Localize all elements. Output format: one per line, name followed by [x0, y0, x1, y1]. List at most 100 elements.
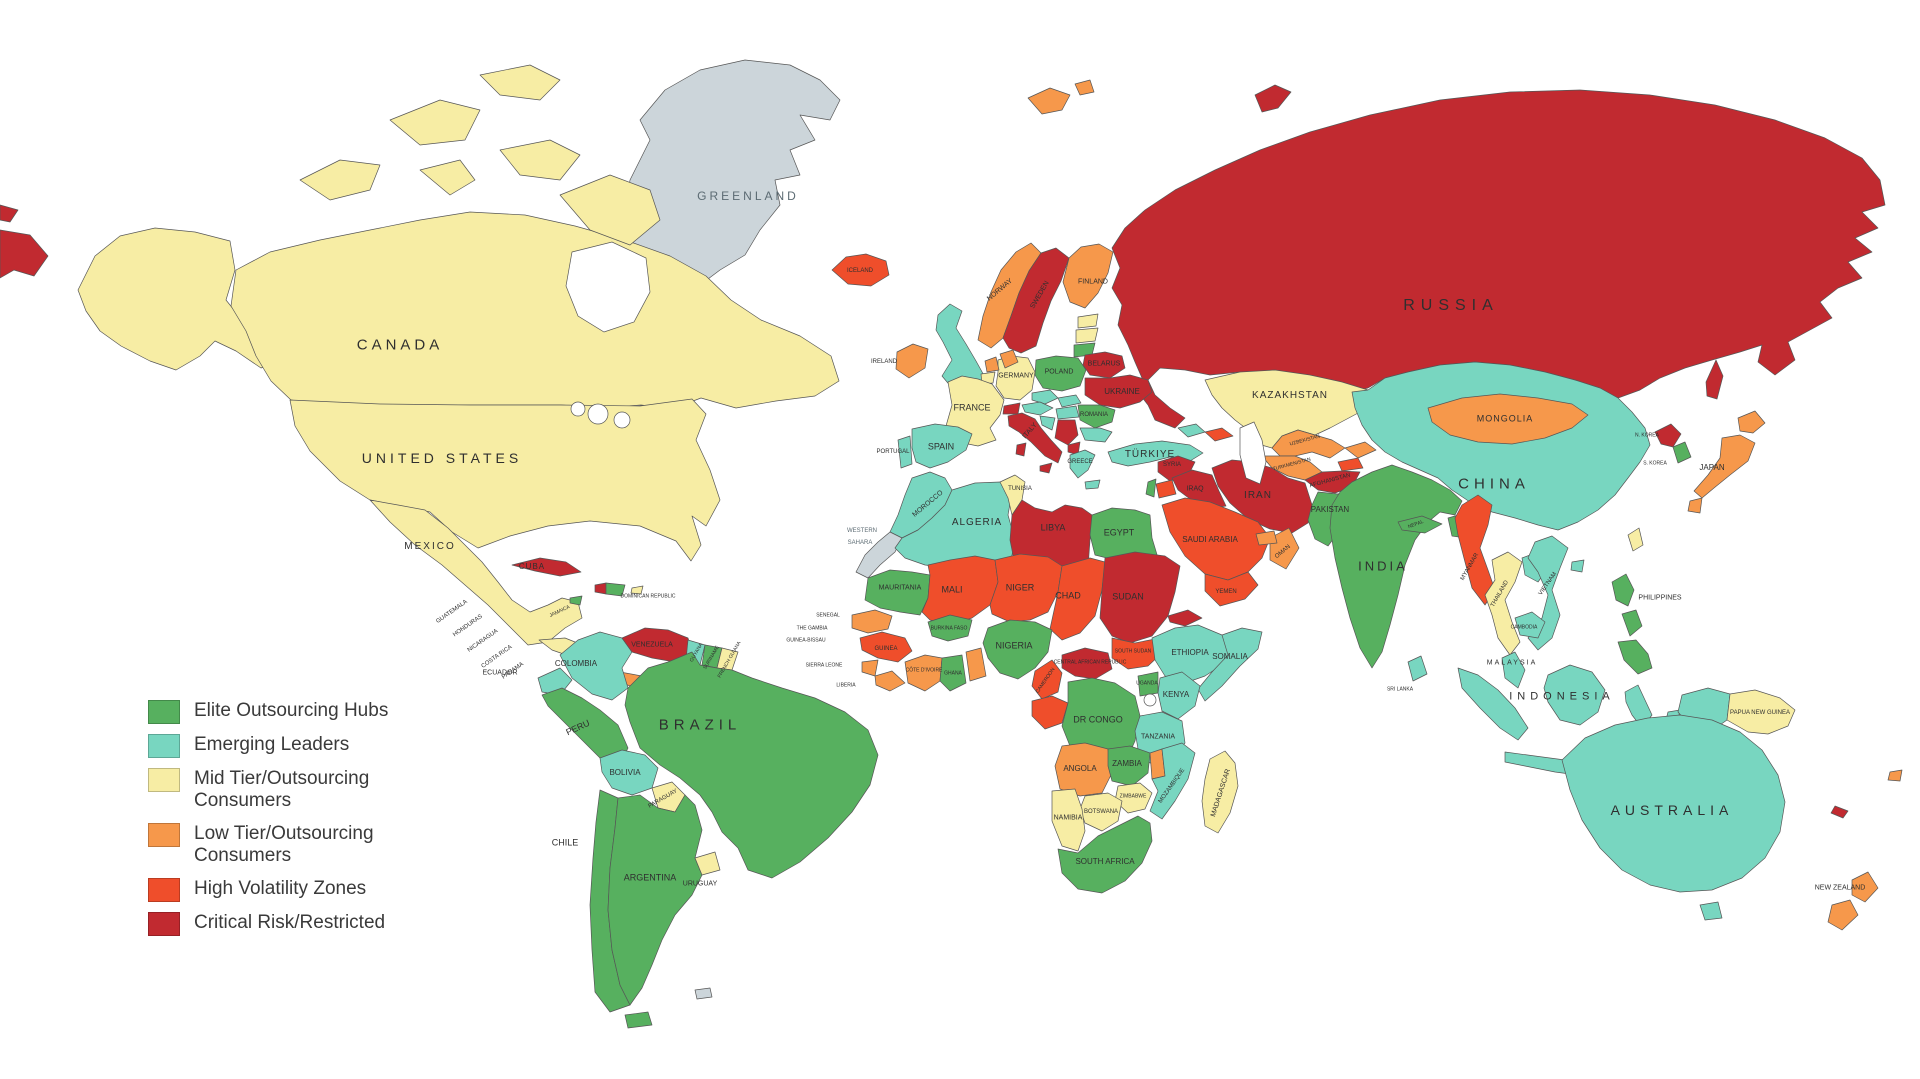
country-india: [1329, 464, 1463, 669]
country-azerbaijan: [1204, 427, 1234, 442]
country-sierra-leone: [861, 659, 879, 677]
country-iceland: [831, 253, 890, 287]
map-label-malaysia: MALAYSIA: [1486, 659, 1538, 667]
country-iraq: [1171, 469, 1227, 510]
lake-victoria: [1143, 693, 1157, 707]
country-thailand: [1484, 551, 1523, 656]
country-canada: [389, 99, 481, 146]
map-label-chad: CHAD: [1055, 590, 1081, 601]
map-label-the-gambia: THE GAMBIA: [796, 625, 828, 632]
country-canada: [479, 64, 561, 101]
country-cuba: [511, 557, 582, 577]
map-label-venezuela: VENEZUELA: [631, 641, 673, 649]
map-label-senegal: SENEGAL: [816, 612, 840, 619]
legend-item-low: Low Tier/Outsourcing Consumers: [148, 822, 399, 868]
country-austria: [1021, 401, 1054, 416]
country-eritrea: [1167, 609, 1203, 627]
country-mauritania: [864, 569, 931, 616]
country-niger: [989, 553, 1063, 623]
map-label-india: INDIA: [1358, 558, 1408, 574]
country-finland: [1062, 243, 1114, 309]
country-russia: [0, 204, 19, 223]
country-netherlands: [984, 356, 1000, 373]
country-dominican-republic: [605, 582, 626, 597]
country-japan: [1693, 434, 1756, 499]
map-label-t-rkiye: TÜRKIYE: [1124, 449, 1176, 460]
legend-rows: Elite Outsourcing Hubs Emerging Leaders Mi…: [148, 700, 399, 936]
map-label-nigeria: NIGERIA: [995, 640, 1033, 651]
country-croatia: [1039, 415, 1056, 431]
country-madagascar: [1201, 750, 1239, 834]
legend-label-critical: Critical Risk/Restricted: [194, 911, 386, 933]
country-greece: [1069, 449, 1096, 479]
legend-swatch-high: [148, 877, 180, 902]
map-label-dr-congo: DR CONGO: [1073, 714, 1123, 725]
map-label-somalia: SOMALIA: [1212, 652, 1248, 661]
map-label-algeria: ALGERIA: [951, 517, 1003, 528]
map-label-australia: AUSTRALIA: [1610, 802, 1734, 818]
map-label-belarus: BELARUS: [1087, 360, 1121, 368]
country-georgia: [1177, 423, 1206, 438]
legend-label-mid: Mid Tier/Outsourcing Consumers: [194, 768, 370, 812]
legend-swatch-mid: [148, 768, 180, 792]
country-denmark: [999, 349, 1019, 369]
caspian-sea: [1239, 421, 1267, 485]
map-label-ireland: IRELAND: [870, 359, 898, 365]
map-label-central-african-republic: CENTRAL AFRICAN REPUBLIC: [1053, 659, 1127, 666]
country-italy: [1039, 462, 1053, 474]
legend-item-high: High Volatility Zones: [148, 877, 399, 902]
map-label-guinea: GUINEA: [874, 646, 898, 652]
country-japan: [1737, 410, 1766, 434]
map-label-russia: RUSSIA: [1403, 297, 1499, 314]
country-mongolia: [1427, 393, 1589, 445]
country-vietnam: [1527, 535, 1569, 651]
country-russia: [1254, 84, 1292, 113]
great-lakes: [570, 401, 586, 417]
map-label-south-africa: SOUTH AFRICA: [1075, 857, 1135, 866]
map-label-mexico: MEXICO: [404, 541, 456, 552]
country-yemen: [1204, 571, 1259, 607]
country-chad: [1049, 557, 1106, 641]
country-oman: [1269, 527, 1300, 570]
country-central-african-republic: [1061, 647, 1113, 680]
map-label-japan: JAPAN: [1699, 463, 1725, 472]
country-israel: [1145, 478, 1157, 498]
map-label-spain: SPAIN: [927, 441, 955, 452]
map-label-libya: LIBYA: [1040, 522, 1066, 533]
map-label-dominican-republic: DOMINICAN REPUBLIC: [620, 593, 676, 600]
country-north-korea: [1654, 423, 1682, 448]
map-label-ecuador: ECUADOR: [482, 669, 518, 677]
country-greece: [1084, 479, 1101, 490]
country-latvia: [1075, 327, 1099, 344]
country-indonesia: [1543, 664, 1606, 726]
country-czechia: [1031, 389, 1059, 405]
map-label-western: WESTERN: [847, 528, 877, 534]
map-label-mongolia: MONGOLIA: [1476, 413, 1534, 424]
map-label-yemen: YEMEN: [1215, 589, 1237, 595]
map-label-brazil: BRAZIL: [658, 716, 742, 734]
country-saudi-arabia: [1161, 497, 1271, 581]
map-label-burkina-faso: BURKINA FASO: [930, 625, 968, 632]
country-argentina: [607, 794, 703, 1006]
map-label-new-zealand: NEW ZEALAND: [1814, 884, 1866, 892]
country-romania: [1077, 404, 1116, 429]
country-cambodia: [1514, 611, 1546, 639]
legend-swatch-elite: [148, 700, 180, 724]
map-label-sudan: SUDAN: [1112, 591, 1144, 602]
country-uruguay: [694, 851, 721, 876]
country-new-caledonia: [1830, 805, 1849, 819]
map-label-cambodia: CAMBODIA: [1510, 624, 1538, 631]
country-indonesia: [1457, 667, 1529, 741]
country-mali: [921, 555, 999, 626]
map-label-united-states: UNITED STATES: [361, 450, 523, 466]
country-belarus: [1082, 351, 1126, 379]
country-sweden: [1002, 247, 1070, 354]
map-label-ukraine: UKRAINE: [1104, 387, 1140, 396]
great-lakes: [587, 403, 609, 425]
map-label-zambia: ZAMBIA: [1112, 759, 1142, 768]
map-label-china: CHINA: [1458, 475, 1530, 493]
country-burkina-faso: [927, 614, 973, 642]
countries-layer: [0, 59, 1903, 1029]
legend-swatch-low: [148, 822, 180, 847]
